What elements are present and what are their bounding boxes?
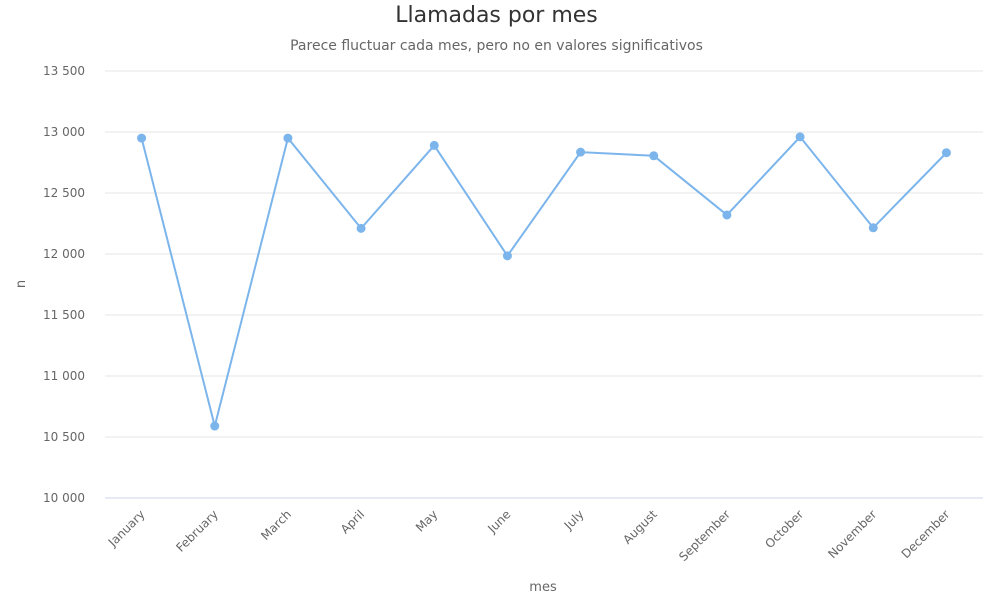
x-tick-label: December — [899, 507, 953, 561]
x-tick-label: September — [676, 507, 733, 564]
x-tick-label: February — [173, 507, 221, 555]
series-line — [140, 135, 948, 427]
y-tick-label: 11 500 — [43, 308, 85, 322]
data-point[interactable] — [137, 133, 147, 143]
data-point[interactable] — [722, 210, 732, 220]
y-tick-label: 12 000 — [43, 247, 85, 261]
y-axis-title: n — [14, 280, 29, 288]
data-point[interactable] — [429, 140, 439, 150]
data-point[interactable] — [649, 151, 659, 161]
x-tick-label: November — [825, 507, 879, 561]
x-tick-label: July — [561, 507, 587, 533]
y-tick-label: 13 000 — [43, 125, 85, 139]
data-point[interactable] — [868, 223, 878, 233]
y-tick-labels: 10 000 10 500 11 000 11 500 12 000 12 500 13 0… — [43, 64, 85, 505]
chart-title: Llamadas por mes — [395, 3, 598, 28]
data-point[interactable] — [795, 132, 805, 142]
data-point[interactable] — [941, 148, 951, 158]
y-tick-label: 10 000 — [43, 491, 85, 505]
x-tick-label: August — [620, 507, 660, 547]
x-tick-label: June — [484, 507, 513, 536]
data-point[interactable] — [576, 147, 586, 157]
x-tick-label: January — [105, 507, 148, 550]
data-point[interactable] — [210, 421, 220, 431]
x-tick-label: October — [762, 507, 806, 551]
data-point[interactable] — [502, 251, 512, 261]
y-tick-label: 12 500 — [43, 186, 85, 200]
x-tick-label: May — [413, 507, 440, 534]
y-tick-label: 11 000 — [43, 369, 85, 383]
x-tick-label: March — [258, 507, 294, 543]
data-point[interactable] — [356, 223, 366, 233]
grid-lines — [105, 70, 983, 438]
data-points — [137, 132, 951, 431]
y-tick-label: 13 500 — [43, 64, 85, 78]
y-tick-label: 10 500 — [43, 430, 85, 444]
data-point[interactable] — [283, 133, 293, 143]
x-axis-title: mes — [529, 580, 557, 595]
chart-subtitle: Parece fluctuar cada mes, pero no en val… — [290, 38, 703, 54]
x-tick-labels: January February March April May June July Augu… — [105, 507, 953, 564]
x-tick-label: April — [338, 507, 367, 536]
